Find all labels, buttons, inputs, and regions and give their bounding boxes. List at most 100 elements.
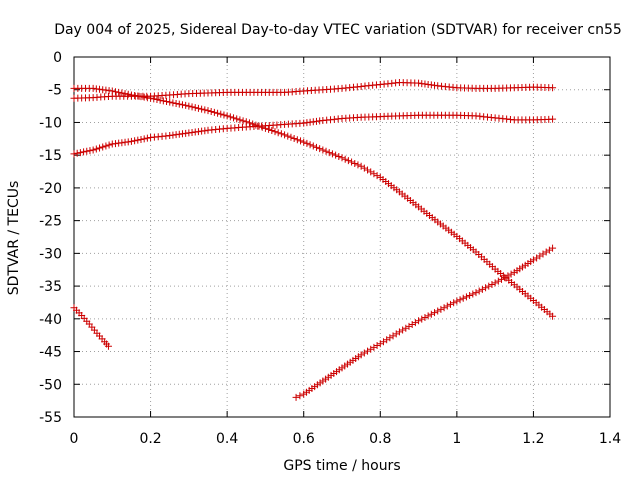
y-tick-label: -15 bbox=[39, 148, 62, 164]
data-point bbox=[405, 322, 413, 330]
data-point bbox=[443, 302, 451, 310]
data-point bbox=[421, 314, 429, 322]
data-point bbox=[178, 101, 186, 109]
data-point bbox=[549, 115, 557, 123]
data-point bbox=[456, 296, 464, 304]
data-point bbox=[226, 113, 234, 121]
data-point bbox=[549, 84, 557, 92]
y-tick-label: -50 bbox=[39, 377, 62, 393]
series-arc-a bbox=[70, 84, 557, 320]
data-point bbox=[156, 96, 164, 104]
grid bbox=[73, 56, 611, 418]
data-point bbox=[105, 141, 113, 149]
data-point bbox=[466, 291, 474, 299]
data-point bbox=[319, 146, 327, 154]
data-point bbox=[134, 136, 142, 144]
y-tick-label: 0 bbox=[53, 50, 62, 66]
data-point bbox=[185, 102, 193, 110]
data-point bbox=[300, 138, 308, 146]
data-point bbox=[236, 116, 244, 124]
data-point bbox=[418, 315, 426, 323]
data-point bbox=[265, 125, 273, 133]
data-point bbox=[491, 279, 499, 287]
data-point bbox=[501, 274, 509, 282]
data-point bbox=[462, 293, 470, 301]
y-tick-label: -25 bbox=[39, 214, 62, 230]
data-point bbox=[271, 128, 279, 136]
data-point bbox=[322, 147, 330, 155]
data-point bbox=[245, 119, 253, 127]
data-point bbox=[446, 300, 454, 308]
data-series bbox=[70, 79, 557, 401]
x-tick-label: 0.8 bbox=[369, 431, 391, 447]
x-tick-label: 0 bbox=[70, 431, 79, 447]
x-tick-label: 0.2 bbox=[139, 431, 161, 447]
data-point bbox=[415, 317, 423, 325]
x-tick-label: 0.6 bbox=[293, 431, 315, 447]
data-point bbox=[498, 275, 506, 283]
data-point bbox=[230, 114, 238, 122]
data-point bbox=[188, 103, 196, 111]
data-point bbox=[268, 127, 276, 135]
data-point bbox=[89, 146, 97, 154]
y-tick-label: -30 bbox=[39, 246, 62, 262]
data-point bbox=[281, 131, 289, 139]
data-point bbox=[351, 159, 359, 167]
data-point bbox=[367, 168, 375, 176]
data-point bbox=[306, 141, 314, 149]
data-point bbox=[296, 392, 304, 400]
data-point bbox=[427, 310, 435, 318]
data-point bbox=[354, 161, 362, 169]
data-point bbox=[284, 132, 292, 140]
data-point bbox=[411, 319, 419, 327]
data-point bbox=[424, 312, 432, 320]
data-point bbox=[316, 145, 324, 153]
x-tick-label: 1.2 bbox=[522, 431, 544, 447]
data-point bbox=[131, 92, 139, 100]
data-point bbox=[118, 89, 126, 97]
y-tick-label: -40 bbox=[39, 312, 62, 328]
data-point bbox=[373, 172, 381, 180]
data-point bbox=[453, 297, 461, 305]
data-point bbox=[137, 135, 145, 143]
data-point bbox=[76, 149, 84, 157]
data-point bbox=[172, 99, 180, 107]
data-point bbox=[437, 305, 445, 313]
series-arc-c bbox=[70, 111, 557, 158]
data-point bbox=[175, 100, 183, 108]
y-tick-label: -55 bbox=[39, 410, 62, 426]
plot-frame bbox=[73, 56, 611, 418]
data-point bbox=[360, 164, 368, 172]
data-point bbox=[478, 285, 486, 293]
data-point bbox=[207, 108, 215, 116]
data-point bbox=[92, 145, 100, 153]
data-point bbox=[450, 299, 458, 307]
x-axis-label: GPS time / hours bbox=[283, 458, 400, 474]
data-point bbox=[549, 312, 557, 320]
data-point bbox=[303, 139, 311, 147]
data-point bbox=[239, 117, 247, 125]
y-tick-label: -10 bbox=[39, 115, 62, 131]
data-point bbox=[83, 147, 91, 155]
data-point bbox=[115, 88, 123, 96]
y-axis-label: SDTVAR / TECUs bbox=[6, 181, 22, 296]
data-point bbox=[70, 150, 78, 158]
data-point bbox=[102, 142, 110, 150]
data-point bbox=[348, 158, 356, 166]
data-point bbox=[357, 162, 365, 170]
data-point bbox=[370, 170, 378, 178]
data-point bbox=[367, 345, 375, 353]
data-point bbox=[335, 152, 343, 160]
data-point bbox=[290, 134, 298, 142]
data-point bbox=[459, 294, 467, 302]
data-point bbox=[297, 137, 305, 145]
data-point bbox=[73, 149, 81, 157]
data-point bbox=[201, 106, 209, 114]
data-point bbox=[325, 149, 333, 157]
data-point bbox=[223, 112, 231, 120]
data-point bbox=[328, 150, 336, 158]
data-point bbox=[431, 309, 439, 317]
data-point bbox=[485, 282, 493, 290]
x-tick-label: 1.4 bbox=[599, 431, 621, 447]
data-point bbox=[494, 277, 502, 285]
